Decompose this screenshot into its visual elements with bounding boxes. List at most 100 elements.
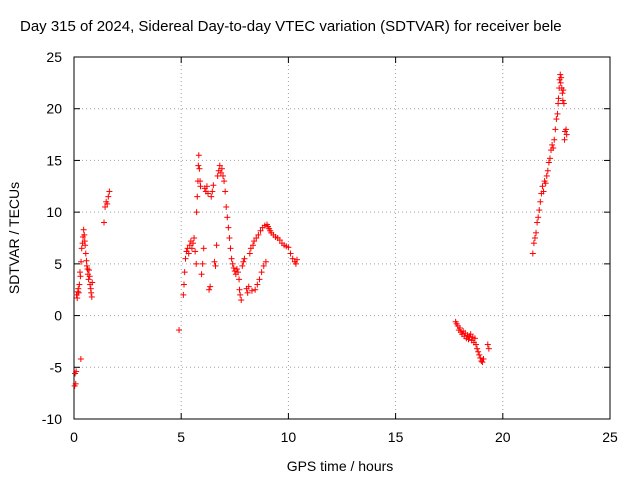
y-tick-label: 0	[54, 308, 62, 324]
data-point	[245, 283, 252, 290]
data-point	[480, 356, 487, 363]
data-point	[257, 227, 264, 234]
data-point	[543, 172, 550, 179]
data-point	[258, 269, 265, 276]
data-point	[533, 229, 540, 236]
data-point	[180, 281, 187, 288]
y-tick-label: -5	[50, 359, 63, 375]
data-point	[485, 345, 492, 352]
data-point	[75, 289, 82, 296]
data-point	[276, 237, 283, 244]
data-point	[254, 281, 261, 288]
data-point	[285, 244, 292, 251]
data-point	[77, 356, 84, 363]
data-point	[537, 198, 544, 205]
data-point	[85, 276, 92, 283]
data-point	[467, 331, 474, 338]
data-point	[212, 262, 219, 269]
data-point	[542, 180, 549, 187]
data-point	[222, 188, 229, 195]
data-point	[535, 214, 542, 221]
data-point	[540, 188, 547, 195]
data-point	[191, 235, 198, 241]
data-point	[225, 224, 232, 231]
data-point	[529, 250, 536, 257]
data-point	[86, 273, 93, 280]
data-point	[545, 159, 552, 166]
data-point	[76, 281, 83, 288]
x-tick-label: 5	[177, 429, 185, 445]
grid-lines	[74, 57, 610, 419]
data-point	[255, 231, 262, 238]
data-point	[534, 219, 541, 226]
data-point	[250, 242, 257, 249]
y-tick-label: 25	[46, 49, 62, 65]
data-point	[78, 258, 85, 265]
data-point	[74, 294, 81, 301]
data-point	[209, 188, 216, 195]
data-point	[228, 255, 235, 262]
data-point	[227, 245, 234, 252]
data-point	[194, 193, 201, 200]
data-point	[560, 100, 567, 107]
data-point	[239, 262, 246, 269]
data-point	[530, 240, 537, 247]
data-point	[83, 257, 90, 264]
data-point	[78, 245, 85, 252]
data-point	[554, 110, 561, 117]
y-tick-label: 20	[46, 101, 62, 117]
data-point	[479, 359, 486, 366]
data-point	[82, 250, 89, 257]
data-point	[181, 269, 188, 276]
data-point	[206, 286, 213, 293]
data-point	[560, 87, 567, 94]
data-point	[475, 348, 482, 355]
data-point	[558, 74, 565, 81]
data-point	[218, 165, 225, 172]
data-point	[84, 266, 91, 273]
data-point	[292, 260, 299, 267]
data-point	[102, 203, 109, 210]
data-point	[80, 226, 87, 233]
data-point	[192, 248, 199, 255]
data-point	[563, 126, 570, 133]
y-tick-label: 5	[54, 256, 62, 272]
data-point	[198, 271, 205, 278]
axis-ticks: 0 5 10 15 20 25 -10 -5 0 5 10 15 20 25	[42, 49, 618, 445]
y-axis-label: SDTVAR / TECUs	[6, 182, 22, 294]
data-point	[471, 335, 478, 342]
data-point	[195, 152, 202, 159]
data-point	[77, 273, 84, 280]
data-point	[185, 250, 192, 257]
y-tick-label: 15	[46, 152, 62, 168]
data-point	[196, 165, 203, 172]
data-point	[236, 276, 243, 283]
data-point	[186, 242, 193, 249]
plot-frame	[73, 56, 611, 420]
data-point	[546, 155, 553, 162]
data-point	[244, 289, 251, 296]
data-point	[180, 291, 187, 298]
data-point	[176, 327, 183, 334]
data-point	[553, 116, 560, 123]
chart-title: Day 315 of 2024, Sidereal Day-to-day VTE…	[20, 18, 562, 35]
data-point	[557, 71, 564, 78]
data-point	[208, 193, 215, 200]
data-point	[262, 258, 269, 265]
data-point	[240, 258, 247, 265]
data-point	[456, 324, 463, 331]
data-point	[193, 209, 200, 216]
data-point	[551, 136, 558, 143]
data-point	[106, 188, 113, 195]
data-point	[539, 183, 546, 190]
x-tick-label: 25	[602, 429, 618, 445]
data-point	[223, 203, 230, 210]
data-point	[199, 260, 206, 267]
data-point	[182, 255, 189, 262]
data-point	[477, 354, 484, 361]
data-point	[207, 283, 214, 290]
data-point	[248, 287, 255, 294]
x-axis-label: GPS time / hours	[287, 458, 394, 474]
data-point	[251, 238, 258, 245]
